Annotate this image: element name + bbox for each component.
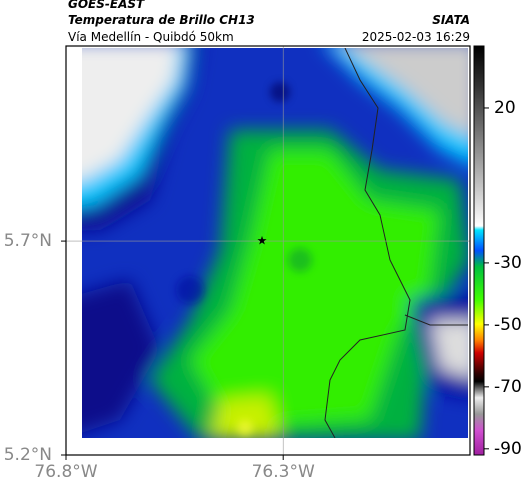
region: Vía Medellín - Quibdó 50km <box>68 30 234 44</box>
x-tick-label: 76.8°W <box>34 462 97 482</box>
colorbar-tick-label: -90 <box>494 439 522 459</box>
source: SIATA <box>432 13 470 27</box>
colorbar-tick-label: -30 <box>494 253 522 273</box>
datetime: 2025-02-03 16:29 <box>362 30 470 44</box>
colorbar-tick-label: 20 <box>494 98 516 118</box>
colorbar-tick-label: -70 <box>494 377 522 397</box>
y-tick-label: 5.2°N <box>4 445 52 465</box>
product: Temperatura de Brillo CH13 <box>68 13 255 27</box>
satellite-image <box>82 48 468 438</box>
colorbar-tick-label: -50 <box>494 315 522 335</box>
colorbar <box>473 45 485 456</box>
station-marker: ★ <box>257 234 268 248</box>
map-frame <box>65 45 471 456</box>
x-tick-label: 76.3°W <box>252 462 315 482</box>
y-tick-label: 5.7°N <box>4 231 52 251</box>
satellite: GOES-EAST <box>68 0 145 11</box>
